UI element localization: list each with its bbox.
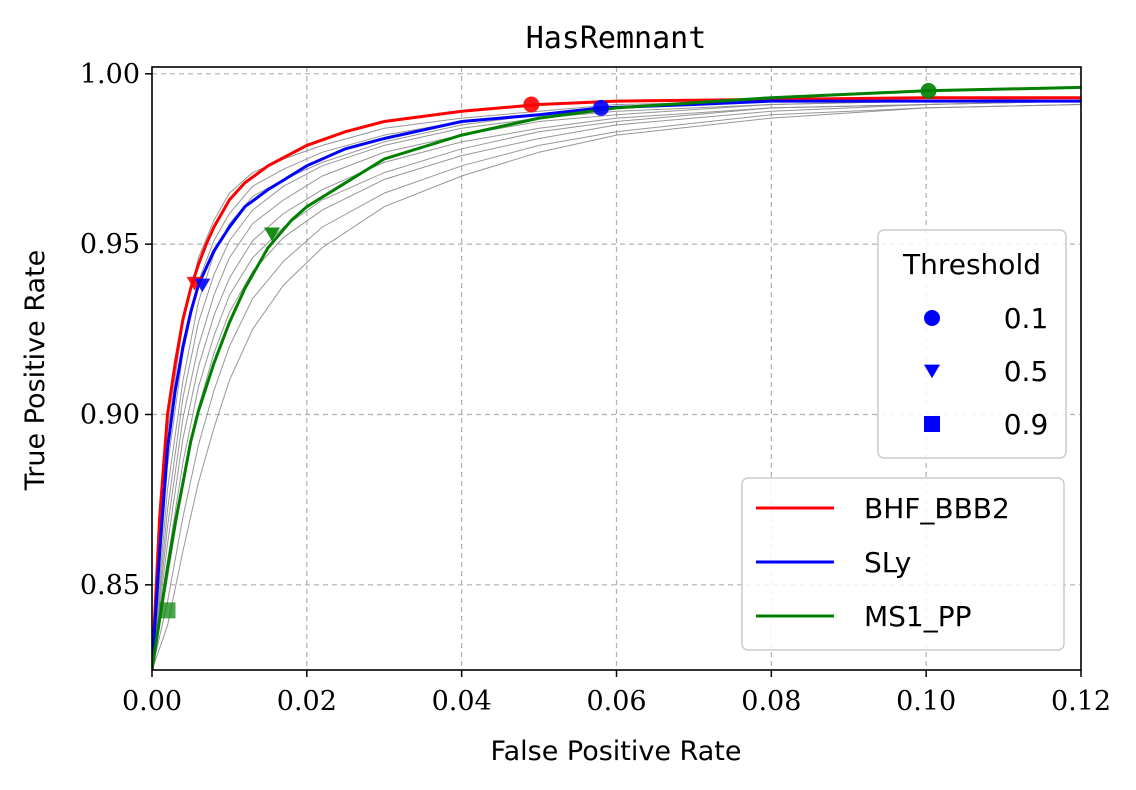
threshold-legend-label: 0.5 [1004, 355, 1049, 388]
threshold-legend-title: Threshold [902, 248, 1041, 281]
series-legend-label: BHF_BBB2 [864, 492, 1010, 525]
x-axis-label: False Positive Rate [491, 736, 742, 767]
threshold-marker [593, 99, 610, 116]
x-tick-label: 0.10 [896, 686, 956, 717]
series-lines [152, 85, 1081, 670]
series-legend-frame [741, 477, 1065, 651]
background-roc-curve [152, 104, 1081, 670]
threshold-legend-marker [924, 416, 940, 432]
series-line [152, 85, 1081, 670]
background-roc-curve [152, 104, 1081, 670]
threshold-legend-label: 0.9 [1004, 408, 1049, 441]
background-roc-curve [152, 100, 1081, 670]
chart-title: HasRemnant [526, 21, 707, 56]
threshold-marker [159, 602, 176, 619]
x-tick-label: 0.04 [432, 686, 492, 717]
y-tick-label: 1.00 [80, 59, 140, 90]
threshold-legend-label: 0.1 [1004, 302, 1049, 335]
series-legend-label: MS1_PP [864, 600, 972, 633]
axis-ticks: 0.00 0.02 0.04 0.06 0.08 0.10 0.12 0.85 0.90 0.95… [80, 59, 1111, 717]
threshold-marker [920, 82, 937, 99]
y-tick-label: 0.90 [80, 399, 140, 430]
x-tick-label: 0.12 [1051, 686, 1111, 717]
threshold-marker [523, 96, 540, 113]
y-axis-label: True Positive Rate [20, 250, 51, 492]
threshold-markers [159, 82, 937, 619]
series-line [152, 96, 1081, 670]
background-curves [152, 97, 1081, 670]
threshold-legend-marker [924, 310, 940, 326]
series-legend: BHF_BBB2 SLy MS1_PP [741, 477, 1065, 651]
background-roc-curve [152, 97, 1081, 670]
y-tick-label: 0.95 [80, 229, 140, 260]
threshold-marker [194, 278, 211, 293]
threshold-legend-frame [877, 229, 1067, 459]
x-tick-label: 0.08 [741, 686, 801, 717]
x-tick-label: 0.02 [277, 686, 337, 717]
series-legend-label: SLy [864, 546, 911, 579]
threshold-marker [263, 227, 280, 242]
threshold-legend-marker [924, 364, 940, 379]
background-roc-curve [152, 100, 1081, 670]
x-tick-label: 0.06 [586, 686, 646, 717]
threshold-legend: Threshold 0.1 0.5 0.9 [877, 229, 1067, 459]
background-roc-curve [152, 97, 1081, 670]
y-tick-label: 0.85 [80, 570, 140, 601]
x-tick-label: 0.00 [122, 686, 182, 717]
